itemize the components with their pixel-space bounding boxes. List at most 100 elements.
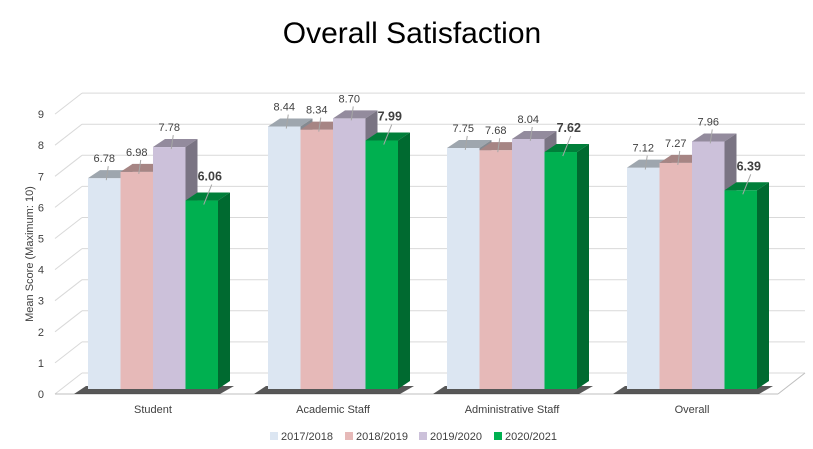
bar-side (577, 144, 589, 389)
bar-top (692, 133, 737, 142)
bar (627, 167, 660, 389)
legend-item: 2019/2020 (419, 431, 482, 443)
data-label-leader (383, 124, 393, 145)
bar-top (153, 139, 198, 148)
x-tick-label: Student (134, 404, 172, 416)
data-label-leader (203, 184, 213, 205)
x-tick-label: Academic Staff (296, 404, 371, 416)
bar (659, 162, 692, 389)
gridline-diagonal (54, 123, 83, 146)
bar (692, 141, 725, 389)
gridline-diagonal (54, 217, 83, 239)
bar-top (447, 139, 492, 148)
data-label-leader (350, 106, 354, 121)
legend-item: 2018/2019 (345, 431, 408, 443)
bar (333, 118, 366, 390)
data-label: 7.12 (633, 143, 654, 155)
y-tick-label: 5 (38, 234, 44, 246)
gridline-diagonal (54, 154, 83, 177)
bar-top (268, 118, 313, 127)
y-tick-label: 7 (38, 171, 44, 183)
data-label-leader (497, 138, 501, 153)
x-axis: Student Academic Staff Administrative Staf… (134, 404, 709, 416)
y-tick-label: 9 (38, 109, 44, 121)
data-label-leader (318, 117, 322, 132)
bar-top (512, 130, 557, 139)
data-label-leader (105, 166, 109, 181)
data-label: 7.27 (665, 138, 686, 150)
bar (365, 140, 398, 389)
data-label-leader (170, 134, 174, 150)
data-label: 6.98 (126, 147, 147, 159)
data-label: 7.78 (159, 122, 180, 134)
bar (512, 138, 545, 389)
legend-swatch (419, 432, 427, 440)
data-label-leader (677, 150, 681, 165)
data-label: 7.68 (485, 125, 506, 137)
bar (268, 126, 301, 390)
bar-top (724, 182, 769, 191)
bar-side (218, 192, 230, 389)
bar (88, 178, 121, 389)
bar-top (333, 110, 378, 119)
data-label: 8.34 (306, 105, 327, 117)
bar (479, 150, 512, 389)
bar-top (185, 192, 230, 201)
gridline-diagonal (54, 341, 83, 364)
x-tick-label: Administrative Staff (465, 404, 561, 416)
data-label: 6.78 (94, 153, 115, 165)
x-tick-label: Overall (675, 404, 710, 416)
data-label: 8.04 (518, 114, 539, 126)
bars: 6.78 6.98 7.78 6.06 8.44 8.34 8.70 7.99 7.75 7.68… (74, 93, 773, 394)
legend-swatch (345, 432, 353, 440)
data-label-leader (709, 129, 713, 144)
bar (447, 147, 480, 389)
chart-title: Overall Satisfaction (283, 17, 541, 50)
data-label: 7.96 (698, 116, 719, 128)
legend-label: 2017/2018 (281, 431, 333, 443)
x-axis-line-depth (777, 372, 806, 395)
data-label: 8.44 (274, 102, 295, 114)
bar (724, 190, 757, 389)
y-axis-label: Mean Score (Maximum: 10) (24, 186, 36, 322)
y-tick-label: 6 (38, 202, 44, 214)
data-label: 7.75 (453, 123, 474, 135)
y-tick-label: 0 (38, 389, 44, 401)
data-label-leader (562, 135, 572, 157)
bar (300, 129, 333, 389)
bar-top (365, 132, 410, 141)
data-label: 8.70 (339, 93, 360, 105)
bar (544, 152, 577, 389)
data-label: 6.06 (198, 170, 222, 184)
gridline-diagonal (54, 186, 83, 208)
legend-swatch (494, 432, 502, 440)
y-tick-label: 8 (38, 140, 44, 152)
bar (185, 200, 218, 389)
legend-label: 2018/2019 (356, 431, 408, 443)
y-tick-label: 1 (38, 358, 44, 370)
data-label: 7.99 (378, 110, 402, 124)
gridline-diagonal (54, 248, 83, 270)
bar-side (757, 182, 769, 389)
gridline-diagonal (54, 92, 83, 115)
gridline-diagonal (54, 372, 83, 395)
y-tick-label: 4 (38, 265, 44, 277)
gridline-diagonal (54, 279, 83, 302)
data-label-leader (464, 135, 468, 151)
y-axis: 0 1 2 3 4 5 6 7 8 9 (38, 109, 44, 401)
data-label-leader (644, 155, 648, 170)
data-label-leader (529, 126, 533, 142)
y-tick-label: 2 (38, 327, 44, 339)
data-label-leader (742, 174, 752, 195)
bar (120, 171, 153, 389)
legend-item: 2017/2018 (270, 431, 333, 443)
data-label-leader (138, 159, 142, 174)
bar-top (544, 144, 589, 153)
legend-label: 2019/2020 (430, 431, 482, 443)
legend-swatch (270, 432, 278, 440)
legend: 2017/2018 2018/2019 2019/2020 2020/2021 (270, 431, 557, 443)
bar (153, 147, 186, 389)
data-label: 6.39 (737, 159, 761, 173)
legend-item: 2020/2021 (494, 431, 557, 443)
